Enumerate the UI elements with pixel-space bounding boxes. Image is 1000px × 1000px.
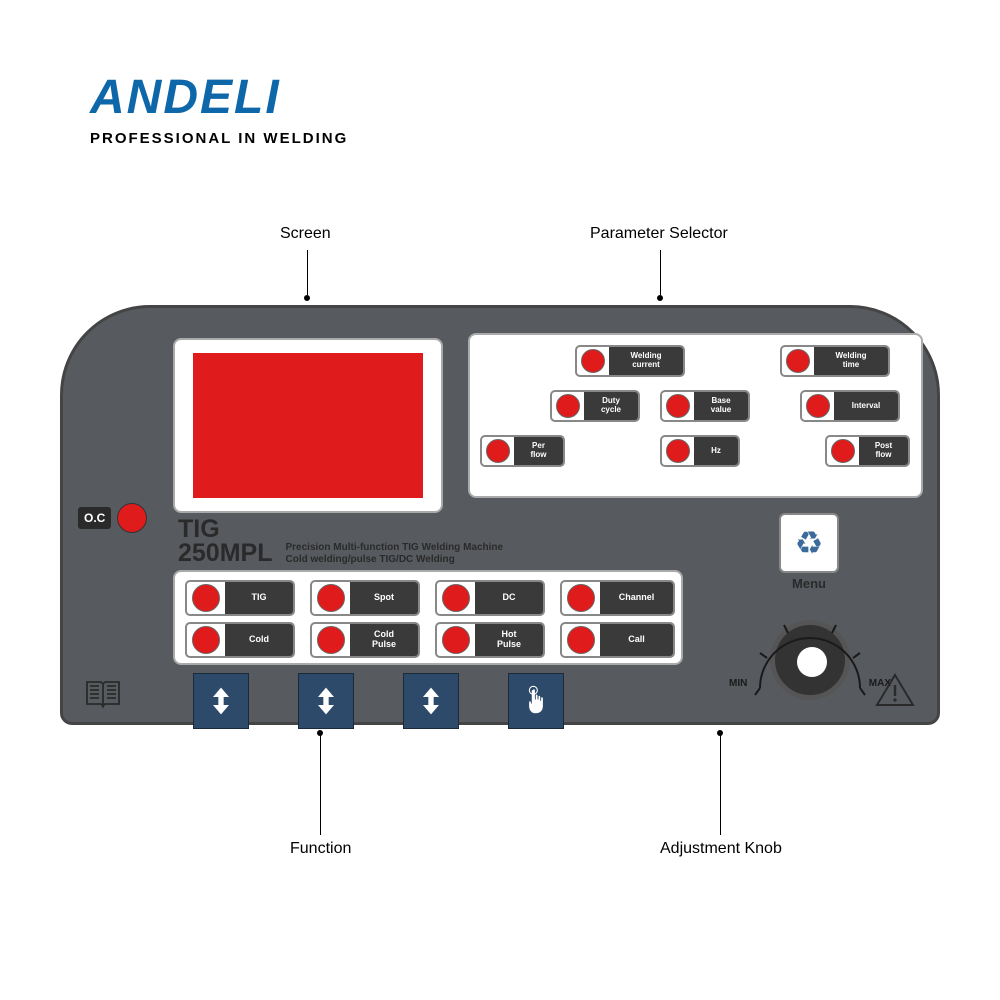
callout-param: Parameter Selector <box>590 225 728 243</box>
param-label: Welding time <box>814 347 888 375</box>
model-label: TIG 250MPL Precision Multi-function TIG … <box>178 518 503 566</box>
oc-label: O.C <box>78 507 111 529</box>
param-label: Base value <box>694 392 748 420</box>
callout-screen: Screen <box>280 225 331 243</box>
manual-icon <box>85 678 121 713</box>
menu-button[interactable]: ♻ <box>779 513 839 573</box>
screen-frame <box>173 338 443 513</box>
oc-indicator: O.C <box>78 503 147 533</box>
param-button[interactable]: Hz <box>660 435 740 467</box>
led-indicator <box>486 439 510 463</box>
brand-block: ANDELI PROFESSIONAL IN WELDING <box>90 70 348 147</box>
function-label: Hot Pulse <box>475 624 543 656</box>
function-button[interactable]: TIG <box>185 580 295 616</box>
function-area: TIG Spot DC Channel Cold Cold Pulse Hot Pulse C… <box>173 570 683 665</box>
function-button[interactable]: Channel <box>560 580 675 616</box>
function-button[interactable]: Cold Pulse <box>310 622 420 658</box>
adjustment-knob[interactable] <box>770 620 850 700</box>
param-label: Duty cycle <box>584 392 638 420</box>
nav-updown-1[interactable] <box>193 673 249 729</box>
param-button[interactable]: Welding current <box>575 345 685 377</box>
led-indicator <box>192 626 220 654</box>
led-indicator <box>567 626 595 654</box>
function-button[interactable]: Hot Pulse <box>435 622 545 658</box>
param-button[interactable]: Per flow <box>480 435 565 467</box>
led-indicator <box>806 394 830 418</box>
param-button[interactable]: Welding time <box>780 345 890 377</box>
brand-tagline: PROFESSIONAL IN WELDING <box>90 130 348 147</box>
menu-label: Menu <box>779 576 839 591</box>
led-indicator <box>666 439 690 463</box>
led-indicator <box>317 626 345 654</box>
led-indicator <box>317 584 345 612</box>
function-label: Call <box>600 624 673 656</box>
led-indicator <box>567 584 595 612</box>
function-label: Spot <box>350 582 418 614</box>
param-label: Hz <box>694 437 738 465</box>
led-indicator <box>786 349 810 373</box>
function-label: Channel <box>600 582 673 614</box>
led-indicator <box>442 584 470 612</box>
brand-name: ANDELI <box>90 70 348 125</box>
param-button[interactable]: Post flow <box>825 435 910 467</box>
param-label: Per flow <box>514 437 563 465</box>
led-indicator <box>192 584 220 612</box>
recycle-icon: ♻ <box>795 524 824 562</box>
function-button[interactable]: Call <box>560 622 675 658</box>
param-button[interactable]: Base value <box>660 390 750 422</box>
function-label: TIG <box>225 582 293 614</box>
function-label: Cold <box>225 624 293 656</box>
led-indicator <box>581 349 605 373</box>
oc-led <box>117 503 147 533</box>
control-panel: O.C TIG 250MPL Precision Multi-function … <box>60 305 940 725</box>
adjustment-knob-area: MIN MAX <box>725 608 895 718</box>
nav-updown-2[interactable] <box>298 673 354 729</box>
param-label: Welding current <box>609 347 683 375</box>
led-indicator <box>831 439 855 463</box>
min-label: MIN <box>729 678 747 689</box>
function-label: DC <box>475 582 543 614</box>
nav-updown-3[interactable] <box>403 673 459 729</box>
led-indicator <box>442 626 470 654</box>
callout-function: Function <box>290 840 351 858</box>
led-indicator <box>556 394 580 418</box>
param-label: Post flow <box>859 437 908 465</box>
function-button[interactable]: Cold <box>185 622 295 658</box>
led-indicator <box>666 394 690 418</box>
function-label: Cold Pulse <box>350 624 418 656</box>
parameter-selector-area: Welding current Welding time Duty cycle Bas… <box>468 333 923 498</box>
function-button[interactable]: Spot <box>310 580 420 616</box>
param-button[interactable]: Duty cycle <box>550 390 640 422</box>
nav-touch[interactable] <box>508 673 564 729</box>
warning-icon <box>875 673 915 714</box>
callout-knob: Adjustment Knob <box>660 840 782 858</box>
param-label: Interval <box>834 392 898 420</box>
param-button[interactable]: Interval <box>800 390 900 422</box>
display-screen <box>193 353 423 498</box>
function-button[interactable]: DC <box>435 580 545 616</box>
